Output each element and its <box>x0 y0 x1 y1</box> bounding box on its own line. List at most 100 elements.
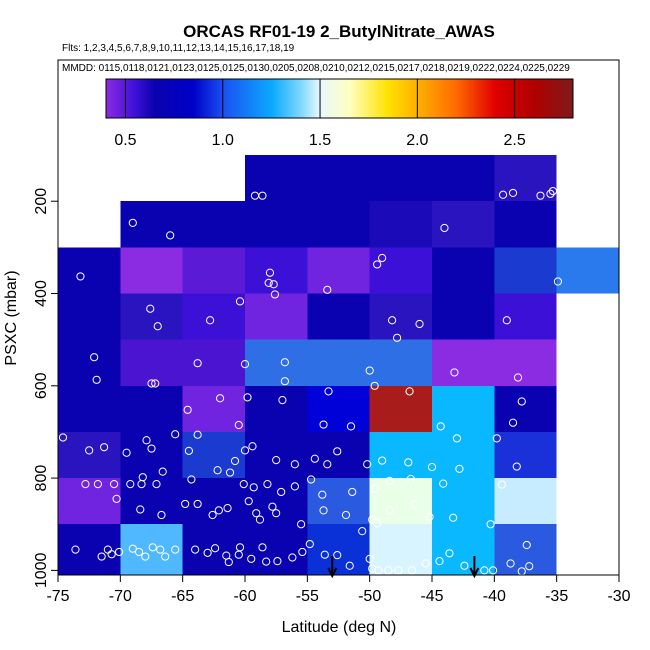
heatmap-cell <box>369 247 432 294</box>
sample-marker <box>265 268 275 277</box>
sample-marker <box>114 547 124 557</box>
sample-marker <box>273 557 282 566</box>
sample-marker <box>341 510 351 520</box>
sample-marker <box>373 519 382 528</box>
sample-marker <box>215 394 225 403</box>
sample-marker <box>513 373 523 382</box>
sample-marker <box>425 512 434 521</box>
colorbar: 0.5 1.0 1.5 2.0 2.5 <box>105 78 574 149</box>
sample-marker <box>385 476 394 485</box>
sample-marker <box>234 420 243 430</box>
heatmap-cell <box>245 155 308 202</box>
colorbar-tick-label: 0.5 <box>114 132 136 149</box>
x-tick-label: -30 <box>607 588 630 605</box>
heatmap-cell <box>494 247 557 294</box>
heatmap-cell <box>369 431 432 479</box>
sample-marker <box>346 422 356 431</box>
sample-marker <box>171 545 180 554</box>
sample-marker <box>142 436 151 445</box>
sample-marker <box>146 304 155 313</box>
sample-marker <box>151 379 160 388</box>
heatmap-cell <box>120 431 183 479</box>
sample-marker <box>348 487 357 497</box>
sample-marker <box>512 462 521 471</box>
sample-marker <box>240 360 250 369</box>
heatmap-cell <box>245 385 308 432</box>
heatmap-cell <box>58 524 121 575</box>
heatmap-cell <box>182 247 245 294</box>
sample-marker <box>128 544 137 553</box>
heatmap-cell <box>369 385 432 432</box>
heatmap-cell <box>120 478 183 525</box>
sample-marker <box>370 484 379 493</box>
heatmap-cell <box>245 201 308 248</box>
sample-marker <box>498 190 508 199</box>
sample-marker <box>288 553 297 562</box>
sample-marker <box>384 566 393 575</box>
sample-marker <box>187 475 196 484</box>
sample-marker <box>157 510 166 520</box>
y-tick-label: 1000 <box>33 552 50 588</box>
heatmap-cell <box>182 201 245 248</box>
sample-marker <box>522 540 531 550</box>
sample-marker <box>415 319 424 329</box>
heatmap-cell <box>369 339 432 386</box>
sample-marker <box>258 191 267 200</box>
sample-marker <box>410 500 419 509</box>
heatmap-cell <box>120 385 183 432</box>
heatmap-cell <box>58 431 121 479</box>
sample-marker <box>278 396 287 405</box>
sample-marker <box>553 277 563 286</box>
heatmap-cell <box>182 478 245 525</box>
heatmap-cell <box>494 201 557 248</box>
x-tick-label: -65 <box>171 588 194 605</box>
y-tick-label: 800 <box>33 465 50 492</box>
heatmap-cell <box>494 431 557 479</box>
colorbar-tick-label: 1.0 <box>212 132 234 149</box>
heatmap-cell <box>432 201 495 248</box>
sample-marker <box>193 359 202 368</box>
sample-marker <box>460 561 469 570</box>
sample-marker <box>406 474 415 484</box>
heatmap-cell <box>369 478 432 525</box>
sample-marker <box>536 191 545 200</box>
sample-marker <box>136 505 145 514</box>
y-axis: 200 400 600 800 1000 <box>33 188 58 588</box>
sample-marker <box>58 433 68 442</box>
sample-marker <box>76 272 85 281</box>
sample-marker <box>223 503 232 513</box>
sample-marker <box>134 547 144 557</box>
heatmap-cell <box>58 478 121 525</box>
heatmap-cell <box>494 339 557 386</box>
sample-marker <box>445 549 454 558</box>
heatmap-cell <box>58 339 121 386</box>
sample-marker <box>243 393 252 402</box>
sample-marker <box>306 475 316 484</box>
sample-marker <box>488 566 498 575</box>
sample-marker <box>225 468 235 477</box>
sample-marker <box>435 557 444 566</box>
sample-marker <box>191 545 200 554</box>
sample-marker <box>93 479 102 489</box>
heatmap-cell <box>307 478 370 525</box>
sample-marker <box>262 557 271 566</box>
sample-marker <box>439 479 448 488</box>
sample-marker <box>214 506 223 515</box>
sample-marker <box>203 548 212 557</box>
sample-marker <box>525 562 534 571</box>
heatmap-cell <box>307 247 370 294</box>
chart-title: ORCAS RF01-19 2_ButylNitrate_AWAS <box>183 22 495 41</box>
sample-marker <box>193 430 202 439</box>
sample-marker <box>497 480 506 489</box>
heatmap-cell <box>307 339 370 386</box>
sample-marker <box>240 446 250 455</box>
heatmap-cell <box>245 431 308 479</box>
colorbar-tick-label: 2.0 <box>406 132 428 149</box>
sample-marker <box>239 479 248 489</box>
sample-marker <box>268 502 277 511</box>
sample-marker <box>370 381 379 390</box>
heatmap-cell <box>120 293 183 340</box>
sample-marker <box>249 483 258 492</box>
sample-marker <box>107 550 116 559</box>
